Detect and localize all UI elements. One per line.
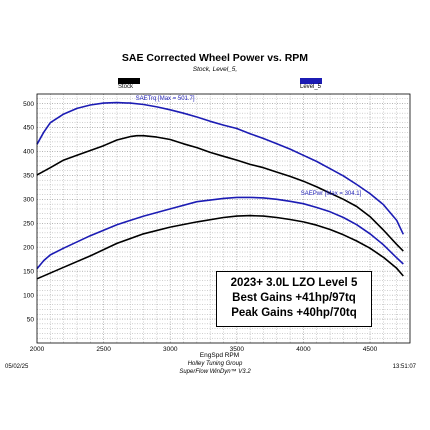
y-tick-label: 150 bbox=[23, 268, 34, 275]
info-line-2: Best Gains +41hp/97tq bbox=[232, 292, 356, 304]
x-tick-label: 3500 bbox=[230, 346, 245, 353]
y-tick-label: 250 bbox=[23, 220, 34, 227]
x-tick-label: 2000 bbox=[30, 346, 45, 353]
y-tick-label: 50 bbox=[27, 316, 35, 323]
series-line-level-5-power bbox=[36, 196, 404, 270]
y-tick-label: 400 bbox=[23, 149, 34, 156]
chart-title: SAE Corrected Wheel Power vs. RPM bbox=[121, 52, 309, 64]
x-tick-label: 3000 bbox=[163, 346, 178, 353]
series-line-stock-torque bbox=[36, 134, 404, 252]
y-tick-label: 300 bbox=[23, 197, 34, 204]
y-tick-label: 350 bbox=[23, 173, 34, 180]
footer-company: Holley Tuning Group bbox=[187, 361, 243, 367]
y-tick-label: 200 bbox=[23, 244, 34, 251]
info-line-3: Peak Gains +40hp/70tq bbox=[231, 307, 357, 319]
y-tick-label: 450 bbox=[23, 125, 34, 132]
series-line-level-5-torque bbox=[36, 101, 405, 235]
series-line-stock-power bbox=[36, 214, 404, 280]
max-annotation: SAEPwr [Max = 304.1] bbox=[301, 191, 362, 197]
x-axis-label: EngSpd RPM bbox=[200, 352, 239, 359]
legend-swatch-stock bbox=[118, 78, 140, 84]
footer-software: SuperFlow WinDyn™ V3.2 bbox=[179, 369, 251, 375]
y-tick-label: 500 bbox=[23, 101, 34, 108]
legend-label-level5: Level_5 bbox=[300, 84, 322, 90]
info-box: 2023+ 3.0L LZO Level 5 Best Gains +41hp/… bbox=[216, 271, 372, 327]
chart-subtitle: Stock, Level_5, bbox=[192, 66, 238, 73]
legend-label-stock: Stock bbox=[118, 84, 134, 90]
footer-time: 13:51:07 bbox=[392, 364, 416, 370]
x-tick-label: 2500 bbox=[96, 346, 111, 353]
info-line-1: 2023+ 3.0L LZO Level 5 bbox=[230, 277, 358, 289]
x-tick-label: 4500 bbox=[363, 346, 378, 353]
plot-frame bbox=[36, 93, 411, 344]
max-annotation: SAETrq [Max = 501.7] bbox=[136, 96, 195, 102]
legend-swatch-level5 bbox=[300, 78, 322, 84]
y-tick-label: 100 bbox=[23, 292, 34, 299]
x-tick-label: 4000 bbox=[296, 346, 311, 353]
footer-date: 05/02/25 bbox=[5, 364, 29, 370]
